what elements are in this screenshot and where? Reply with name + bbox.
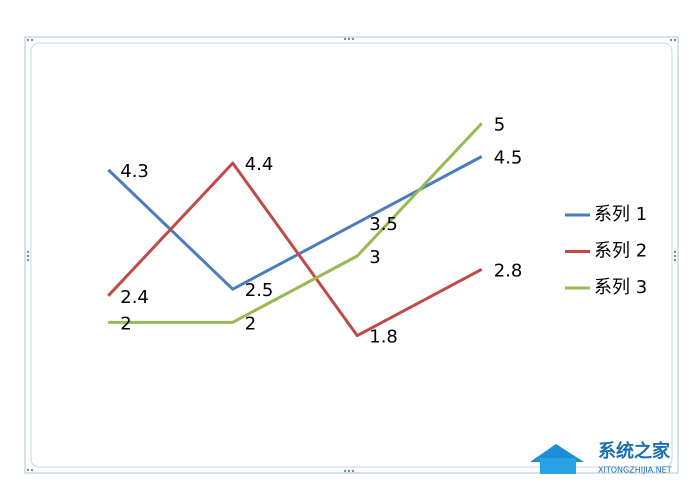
data-label: 2.5 [245, 280, 274, 301]
series-line [108, 122, 483, 324]
chart-area [30, 42, 673, 468]
legend-label: 系列 1 [594, 204, 647, 225]
watermark: 系统之家 XITONGZHIJIA.NET [530, 440, 672, 475]
legend-label: 系列 2 [594, 241, 647, 262]
data-label: 2.4 [120, 287, 149, 308]
data-label: 5 [494, 114, 505, 135]
data-label: 2.8 [494, 260, 523, 281]
resize-handles [26, 37, 677, 473]
data-label: 3.5 [369, 214, 398, 235]
data-label: 2 [245, 313, 256, 334]
data-label: 4.5 [494, 148, 523, 169]
data-label: 1.8 [369, 327, 398, 348]
data-label: 4.4 [245, 154, 274, 175]
data-label: 3 [369, 247, 380, 268]
chart-frame [24, 36, 679, 474]
data-label: 2 [120, 313, 131, 334]
series-line [107, 161, 483, 338]
data-label: 4.3 [120, 161, 149, 182]
legend-label: 系列 3 [594, 277, 647, 298]
watermark-title: 系统之家 [598, 440, 671, 462]
watermark-url: XITONGZHIJIA.NET [598, 466, 672, 475]
